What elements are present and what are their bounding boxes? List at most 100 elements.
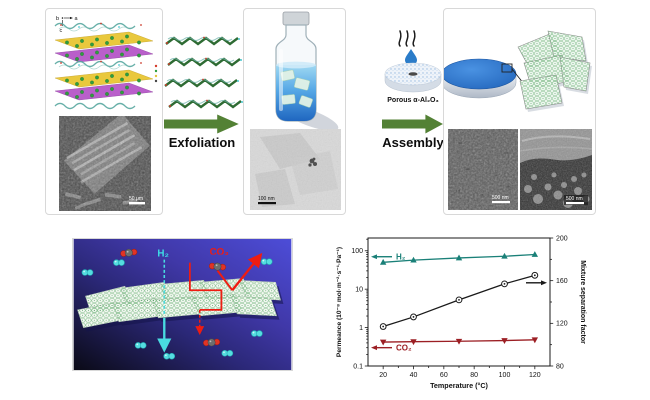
ellipse-el xyxy=(444,58,517,90)
scale-bar: 500 nm xyxy=(564,195,588,205)
exfoliation-label: Exfoliation xyxy=(168,135,236,150)
polygon-el xyxy=(239,280,281,301)
path-el xyxy=(54,102,136,110)
rect-el xyxy=(294,77,310,91)
annotation-label: H₂ xyxy=(396,253,406,262)
tick-label: 10 xyxy=(355,287,363,294)
g-el xyxy=(518,31,590,109)
marker-triangle-down xyxy=(379,339,387,346)
polygon-el xyxy=(113,298,163,322)
nanosheet-flakes xyxy=(280,69,313,108)
circle-el xyxy=(154,64,158,68)
scale-bar: 500 nm xyxy=(492,195,510,204)
circle-el xyxy=(154,74,158,78)
bottle-cap xyxy=(282,11,310,26)
marker-circle-dot xyxy=(412,316,415,318)
text-el: 100 nm xyxy=(258,196,275,202)
water-droplet-icon xyxy=(405,49,417,66)
rect-el xyxy=(564,195,588,205)
path-el xyxy=(405,49,417,66)
left-axis-title: Permeance (10⁻⁸ mol·m⁻²·s⁻¹·Pa⁻¹) xyxy=(336,247,343,357)
marker-circle-dot xyxy=(533,274,536,277)
annotation-arrowhead xyxy=(371,345,377,351)
steam-icon xyxy=(398,30,416,47)
rect-el xyxy=(258,202,276,205)
marker-triangle-up xyxy=(501,252,508,259)
text-el: a xyxy=(75,16,79,22)
sem-membrane-cross-section-image: 500 nm xyxy=(520,129,592,210)
tick-label: 160 xyxy=(556,278,568,285)
marker-triangle-up xyxy=(410,256,417,263)
text-el: 50 μm xyxy=(129,196,143,202)
assembly-label: Assembly xyxy=(382,135,444,150)
marker-circle-dot xyxy=(382,325,385,328)
support-center-hole xyxy=(408,72,418,76)
polygon-el xyxy=(548,31,586,61)
layer-stack xyxy=(54,21,154,110)
gas-separation-schematic: H₂ CO₂ xyxy=(72,238,293,371)
membrane-sheets xyxy=(77,278,284,332)
marker-circle-dot xyxy=(503,282,506,285)
rect-el xyxy=(298,95,313,108)
line-el xyxy=(216,269,234,291)
tick-label: 0.1 xyxy=(353,363,363,370)
tick-label: 60 xyxy=(440,372,448,379)
tick-label: 120 xyxy=(556,321,568,328)
use-el xyxy=(166,56,243,67)
text-el: 500 nm xyxy=(566,196,583,202)
scale-bar: 100 nm xyxy=(258,196,276,205)
h2-label: H₂ xyxy=(157,249,168,260)
permeance-chart: 20 40 60 80 100 120 0.1 1 10 100 80 120 160 200 H₂ CO₂ P… xyxy=(336,235,586,390)
panel-raw-crystal: b a c xyxy=(45,8,163,215)
bottle-graphic xyxy=(275,11,339,131)
marker-triangle-down xyxy=(501,338,508,344)
crystal-structure-graphic: b a c xyxy=(54,16,158,110)
scale-bar: 50 μm xyxy=(129,196,145,205)
membrane-disc-and-sheets xyxy=(444,30,592,112)
rect-el xyxy=(281,94,296,105)
annotation-arrowhead xyxy=(371,254,377,260)
tick-label: 40 xyxy=(410,372,418,379)
marker-triangle-down xyxy=(410,339,417,346)
porous-support-graphic xyxy=(384,62,442,93)
sem-raw-crystal-image: 50 μm xyxy=(59,116,151,211)
polygon-el xyxy=(70,16,73,20)
support-label: Porous α-Al₂O₃ xyxy=(387,97,439,104)
marker-triangle-up xyxy=(531,251,539,257)
rect-el xyxy=(566,202,584,205)
panel-membrane: 500 nm 500 nm xyxy=(443,8,596,215)
tick-label: 120 xyxy=(529,372,541,379)
assembly-arrow xyxy=(382,114,443,134)
tick-label: 1 xyxy=(359,325,363,332)
use-el xyxy=(164,35,242,46)
polygon-el xyxy=(77,302,123,328)
polygon-el xyxy=(160,280,210,303)
co2-label: CO₂ xyxy=(210,247,229,258)
rect-el xyxy=(59,116,151,211)
sem-membrane-surface-image: 500 nm xyxy=(448,129,518,210)
polygon-el xyxy=(520,75,562,109)
circle-el xyxy=(154,69,158,73)
tem-nanosheet-image: 100 nm xyxy=(250,129,341,210)
rect-el xyxy=(129,202,145,205)
rect-el xyxy=(279,49,283,111)
path-el xyxy=(405,30,409,47)
path-el xyxy=(398,30,402,47)
polygon-el xyxy=(560,57,590,91)
tick-label: 100 xyxy=(351,248,363,255)
marker-circle-dot xyxy=(458,298,460,301)
rect-el xyxy=(448,129,518,210)
zoom-rect xyxy=(501,63,513,73)
polygon-el xyxy=(164,114,239,134)
g-el xyxy=(398,30,416,47)
path-el xyxy=(412,30,416,47)
marker-triangle-down xyxy=(455,338,463,345)
annotation-label: CO₂ xyxy=(396,344,412,353)
polygon-el xyxy=(231,296,277,316)
circle-el xyxy=(154,79,158,83)
atom-legend xyxy=(154,64,158,83)
panel-suspension: 100 nm xyxy=(243,8,346,215)
line-el xyxy=(231,252,263,291)
marker-triangle-up xyxy=(455,254,463,261)
use-el xyxy=(54,21,154,63)
